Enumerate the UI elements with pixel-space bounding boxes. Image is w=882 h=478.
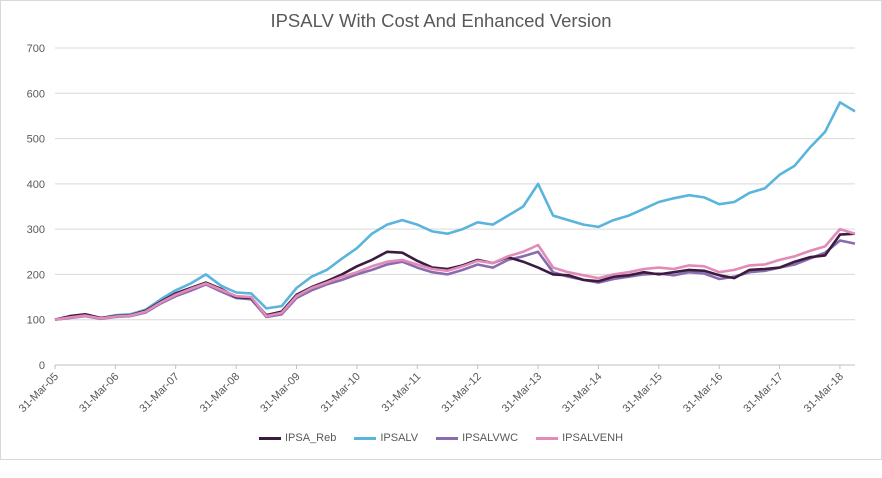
legend-swatch [536, 436, 559, 440]
x-tick-label: 31-Mar-14 [560, 371, 604, 415]
y-tick-label: 100 [27, 315, 45, 327]
legend-label: IPSALVENH [562, 432, 624, 444]
chart-title: IPSALV With Cost And Enhanced Version [270, 10, 612, 31]
x-tick-label: 31-Mar-10 [319, 371, 363, 415]
x-tick-label: 31-Mar-05 [17, 371, 61, 415]
legend-label: IPSALV [380, 432, 419, 444]
gridlines [55, 47, 855, 366]
y-tick-label: 500 [27, 134, 45, 146]
x-tick-label: 31-Mar-07 [137, 371, 181, 415]
x-tick-label: 31-Mar-13 [500, 371, 544, 415]
legend-item: IPSALVWC [436, 432, 518, 444]
x-axis-ticks: 31-Mar-05 31-Mar-06 31-Mar-07 31-Mar-08 31-M… [17, 365, 846, 415]
x-tick-label: 31-Mar-18 [802, 371, 846, 415]
y-axis-ticks: 0 100 200 300 400 500 600 700 [27, 43, 45, 372]
legend-swatch [354, 436, 377, 440]
y-tick-label: 700 [27, 43, 45, 55]
series-line-ipsalvwc [54, 239, 856, 321]
legend-item: IPSALV [354, 432, 418, 444]
series-line-ipsalv [54, 101, 856, 321]
series-line-ipsalvenh [54, 227, 856, 321]
legend-item: IPSALVENH [536, 432, 623, 444]
y-tick-label: 0 [39, 360, 45, 372]
x-tick-label: 31-Mar-17 [741, 371, 785, 415]
x-tick-label: 31-Mar-08 [198, 371, 242, 415]
y-tick-label: 600 [27, 88, 45, 100]
legend-swatch [258, 436, 281, 440]
legend-item: IPSA_Reb [258, 432, 337, 444]
x-tick-label: 31-Mar-12 [439, 371, 483, 415]
legend-swatch [436, 436, 459, 440]
legend-label: IPSA_Reb [284, 432, 337, 444]
y-tick-label: 400 [27, 179, 45, 191]
y-tick-label: 200 [27, 269, 45, 281]
x-tick-label: 31-Mar-16 [681, 371, 725, 415]
x-tick-label: 31-Mar-15 [621, 371, 665, 415]
legend: IPSA_Reb IPSALV IPSALVWC IPSALVENH [0, 432, 882, 444]
x-tick-label: 31-Mar-11 [380, 371, 424, 415]
x-tick-label: 31-Mar-06 [77, 371, 121, 415]
legend-label: IPSALVWC [462, 432, 519, 444]
series-lines [54, 101, 856, 321]
chart-frame [0, 0, 882, 460]
x-tick-label: 31-Mar-09 [258, 371, 302, 415]
y-tick-label: 300 [27, 224, 45, 236]
series-line-ipsa-reb [54, 232, 856, 321]
